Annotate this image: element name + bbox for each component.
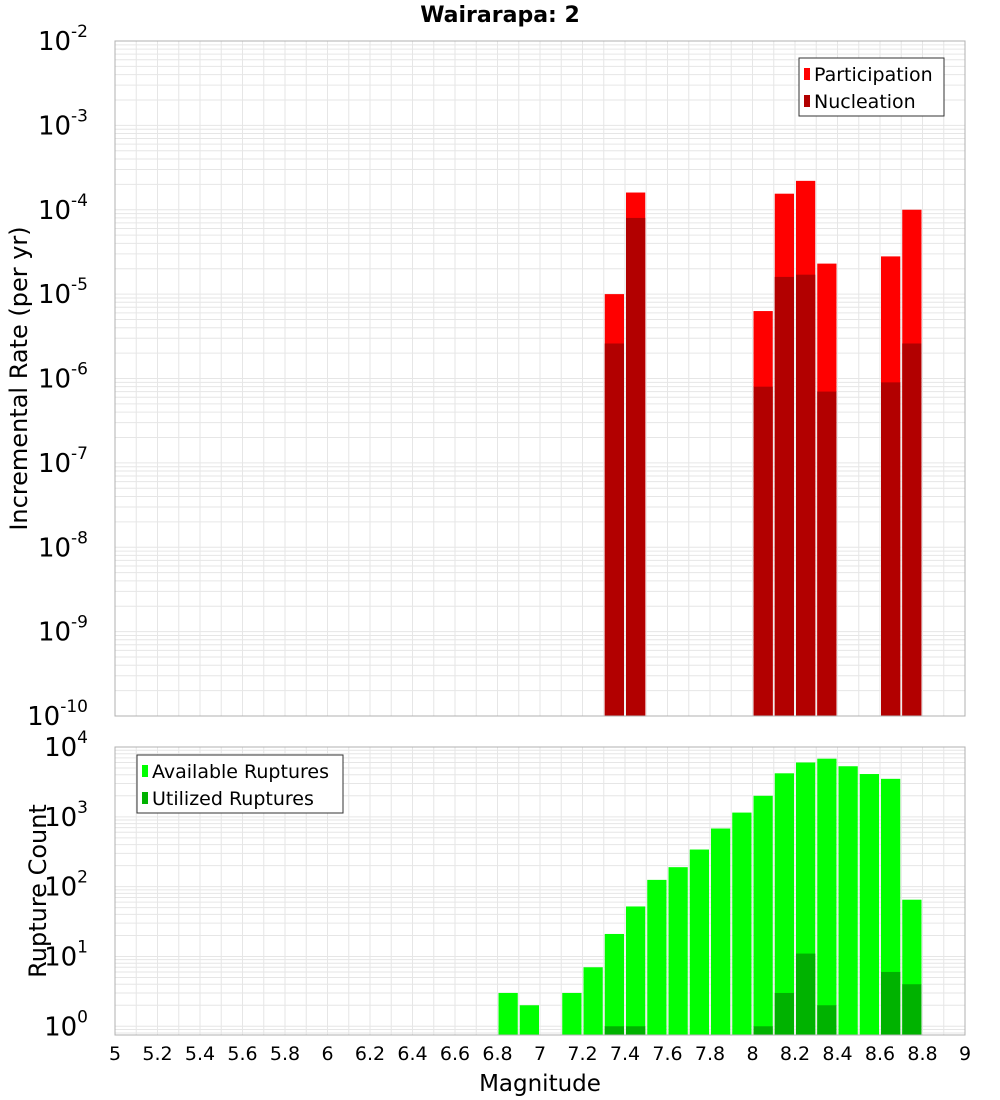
legend: Participation Nucleation [798,57,945,117]
bar [881,971,901,1035]
y-tick-label: 10-7 [38,444,88,479]
y-tick-label: 10-8 [38,528,88,563]
y-tick-label: 101 [44,937,88,972]
top-chart: 10-2 10-3 10-4 10-5 10-6 10-7 10-8 10-9 10-10 Inc… [5,22,966,732]
bar [817,1005,837,1035]
bar [902,984,922,1035]
y-tick-labels: 104 103 102 101 100 [44,728,88,1042]
bar [668,867,688,1035]
bar [626,217,646,716]
bar [774,992,794,1035]
x-tick-label: 8.2 [780,1043,810,1065]
bar [626,1026,646,1035]
x-tick-label: 7 [534,1043,546,1065]
bar [626,906,646,1035]
bar [519,1005,539,1035]
legend-box [136,754,344,814]
bar [647,879,667,1035]
bar [881,382,901,716]
y-tick-label: 10-5 [38,275,88,310]
bar [774,773,794,1035]
bar [817,758,837,1035]
x-tick-label: 9 [959,1043,971,1065]
y-tick-label: 10-10 [27,697,88,732]
y-tick-label: 10-4 [38,191,88,226]
x-tick-label: 7.6 [652,1043,682,1065]
plot-frame [114,746,966,1036]
x-tick-label: 5.4 [185,1043,215,1065]
y-tick-label: 104 [44,728,88,763]
bar [753,386,773,716]
x-tick-label: 5.2 [142,1043,172,1065]
y-tick-label: 103 [44,798,88,833]
x-tick-label: 8 [746,1043,758,1065]
legend-swatch [804,68,810,80]
chart-title: Wairarapa: 2 [420,3,580,28]
y-tick-label: 10-2 [38,22,88,57]
bar [902,343,922,716]
series-nucleation [604,217,922,716]
y-tick-label: 10-9 [38,613,88,648]
bar [817,391,837,716]
bar [753,795,773,1035]
bar [604,1026,624,1035]
x-tick-label: 7.8 [695,1043,725,1065]
x-tick-label: 6.6 [440,1043,470,1065]
bar [753,1026,773,1035]
bar [796,274,816,716]
series-available-ruptures [498,758,922,1035]
bar [774,276,794,716]
x-tick-label: 6.2 [355,1043,385,1065]
legend-box [798,57,945,117]
bar [604,933,624,1035]
series-utilized-ruptures [604,953,922,1035]
x-tick-label: 5.8 [270,1043,300,1065]
x-tick-label: 8.8 [907,1043,937,1065]
legend-swatch [804,95,810,107]
x-tick-label: 6.8 [482,1043,512,1065]
y-tick-label: 10-3 [38,106,88,141]
x-tick-label: 5 [109,1043,121,1065]
bar [583,967,603,1035]
x-tick-label: 6 [321,1043,333,1065]
bar [881,778,901,1035]
y-axis-label: Rupture Count [24,804,52,978]
legend-label: Utilized Ruptures [152,788,314,810]
legend-label: Participation [814,64,933,86]
bar [562,992,582,1035]
bar [732,812,752,1035]
bar [711,828,731,1035]
x-tick-label: 8.6 [865,1043,895,1065]
legend-label: Available Ruptures [152,761,329,783]
legend-swatch [142,765,148,777]
legend-swatch [142,792,148,804]
y-tick-label: 10-6 [38,360,88,395]
x-tick-label: 5.6 [227,1043,257,1065]
bottom-chart: 104 103 102 101 100 Rupture Count 5 5.2 5.4 5.6 5.… [24,728,971,1097]
legend-label: Nucleation [814,91,916,113]
bar [604,343,624,716]
x-axis-label: Magnitude [479,1071,601,1097]
plot-frame [114,40,966,717]
bar [498,992,518,1035]
y-axis-label: Incremental Rate (per yr) [5,226,33,530]
y-tick-labels: 10-2 10-3 10-4 10-5 10-6 10-7 10-8 10-9 10-10 [27,22,88,732]
x-tick-label: 7.4 [610,1043,640,1065]
x-tick-label: 7.2 [567,1043,597,1065]
legend: Available Ruptures Utilized Ruptures [136,754,344,814]
bar [859,774,879,1035]
x-tick-label: 6.4 [397,1043,427,1065]
x-tick-labels: 5 5.2 5.4 5.6 5.8 6 6.2 6.4 6.6 6.8 7 7.2 7.4 7.6 7.8 8… [109,1043,971,1065]
y-tick-label: 100 [44,1007,88,1042]
x-tick-label: 8.4 [822,1043,852,1065]
bar [796,953,816,1035]
bar [838,766,858,1035]
bar [689,849,709,1035]
y-tick-label: 102 [44,868,88,903]
